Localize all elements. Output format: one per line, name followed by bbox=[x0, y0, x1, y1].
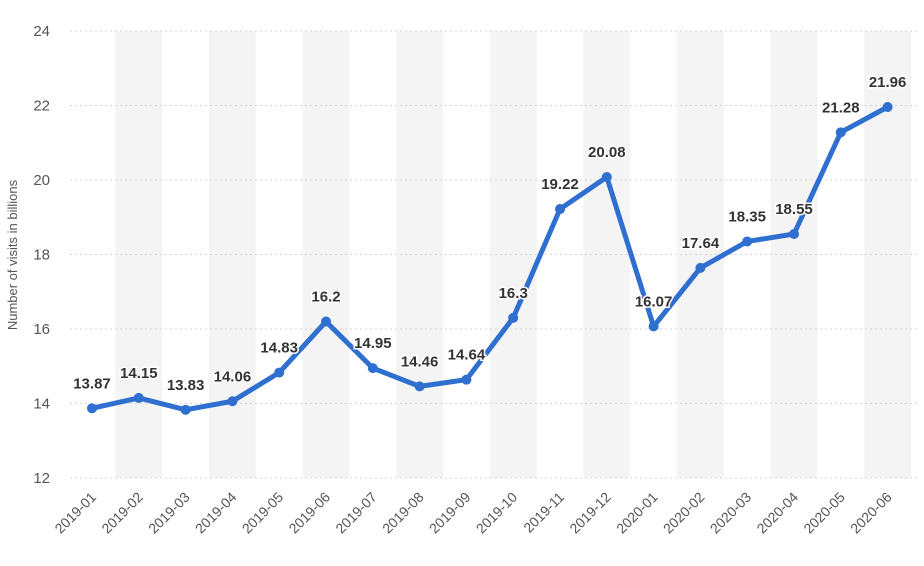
data-point-2019-01 bbox=[87, 403, 97, 414]
data-label-2020-02: 17.64 bbox=[682, 235, 720, 252]
data-point-2019-06 bbox=[321, 316, 331, 327]
data-label-2019-06: 16.2 bbox=[311, 289, 340, 306]
data-point-2020-05 bbox=[835, 127, 846, 138]
x-tick-label: 2020-03 bbox=[707, 489, 755, 537]
y-tick-label: 16 bbox=[33, 321, 50, 338]
x-axis-ticks: 2019-01 2019-02 2019-03 2019-04 2019-05 2019-… bbox=[51, 489, 894, 537]
data-point-2019-09 bbox=[461, 374, 472, 385]
x-tick-label: 2020-06 bbox=[847, 489, 895, 537]
data-label-2020-04: 18.55 bbox=[775, 201, 813, 218]
data-label-2019-09: 14.64 bbox=[448, 347, 486, 364]
band-2019-10 bbox=[489, 31, 537, 478]
x-tick-label: 2019-01 bbox=[51, 489, 99, 537]
data-point-2019-04 bbox=[227, 396, 238, 407]
y-tick-label: 12 bbox=[33, 470, 50, 487]
y-tick-label: 24 bbox=[33, 23, 50, 40]
data-label-2020-03: 18.35 bbox=[728, 208, 766, 225]
band-2020-04 bbox=[770, 31, 818, 478]
y-axis-label: Number of visits in billions bbox=[5, 179, 20, 330]
data-points bbox=[87, 101, 893, 415]
x-tick-label: 2020-05 bbox=[800, 489, 848, 537]
x-tick-label: 2020-04 bbox=[753, 489, 801, 537]
x-tick-label: 2019-11 bbox=[520, 489, 567, 536]
x-tick-label: 2019-03 bbox=[145, 489, 193, 537]
data-point-2019-07 bbox=[367, 363, 378, 374]
data-point-2020-02 bbox=[695, 262, 706, 273]
data-label-2020-01: 16.07 bbox=[635, 293, 673, 310]
y-tick-label: 14 bbox=[33, 396, 50, 413]
x-tick-label: 2020-02 bbox=[660, 489, 708, 537]
x-tick-label: 2019-04 bbox=[192, 489, 240, 537]
x-tick-label: 2019-09 bbox=[426, 489, 474, 537]
data-labels: 13.87 14.15 13.83 14.06 14.83 16.2 14.95 14.46 1… bbox=[72, 72, 908, 395]
data-label-2019-10: 16.3 bbox=[499, 285, 528, 302]
data-point-2019-03 bbox=[180, 404, 191, 415]
y-tick-label: 20 bbox=[33, 172, 50, 189]
data-label-2019-02: 14.15 bbox=[120, 365, 158, 382]
data-label-2019-05: 14.83 bbox=[260, 340, 298, 357]
x-tick-label: 2020-01 bbox=[613, 489, 661, 537]
data-label-2019-08: 14.46 bbox=[401, 353, 439, 370]
x-tick-label: 2019-02 bbox=[98, 489, 146, 537]
data-label-2019-11: 19.22 bbox=[541, 176, 579, 193]
data-label-2020-06: 21.96 bbox=[869, 74, 907, 91]
data-point-2019-11 bbox=[555, 204, 565, 215]
data-point-2020-03 bbox=[742, 236, 753, 247]
data-point-2019-05 bbox=[274, 367, 285, 378]
x-tick-label: 2019-10 bbox=[473, 489, 521, 537]
x-tick-label: 2019-06 bbox=[285, 489, 333, 537]
y-tick-label: 18 bbox=[33, 247, 50, 264]
data-point-2019-10 bbox=[508, 312, 519, 323]
y-tick-label: 22 bbox=[33, 98, 50, 115]
data-label-2019-03: 13.83 bbox=[167, 377, 205, 394]
gridlines bbox=[70, 30, 920, 479]
data-point-2020-04 bbox=[789, 229, 799, 240]
data-point-2019-02 bbox=[133, 392, 144, 403]
x-tick-label: 2019-08 bbox=[379, 489, 427, 537]
x-tick-label: 2019-07 bbox=[332, 489, 380, 537]
x-tick-label: 2019-05 bbox=[239, 489, 287, 537]
data-point-2019-08 bbox=[414, 381, 425, 392]
data-label-2020-05: 21.28 bbox=[822, 99, 860, 116]
x-tick-label: 2019-12 bbox=[566, 489, 614, 537]
y-axis-ticks: 12 14 16 18 20 22 24 bbox=[33, 23, 50, 487]
data-label-2019-07: 14.95 bbox=[354, 335, 392, 352]
data-label-2019-01: 13.87 bbox=[73, 375, 111, 392]
data-label-2019-12: 20.08 bbox=[588, 144, 626, 161]
data-point-2020-06 bbox=[882, 101, 893, 112]
data-label-2019-04: 14.06 bbox=[214, 368, 252, 385]
series-line bbox=[89, 104, 891, 413]
data-point-2019-12 bbox=[601, 172, 612, 183]
data-point-2020-01 bbox=[648, 321, 659, 332]
